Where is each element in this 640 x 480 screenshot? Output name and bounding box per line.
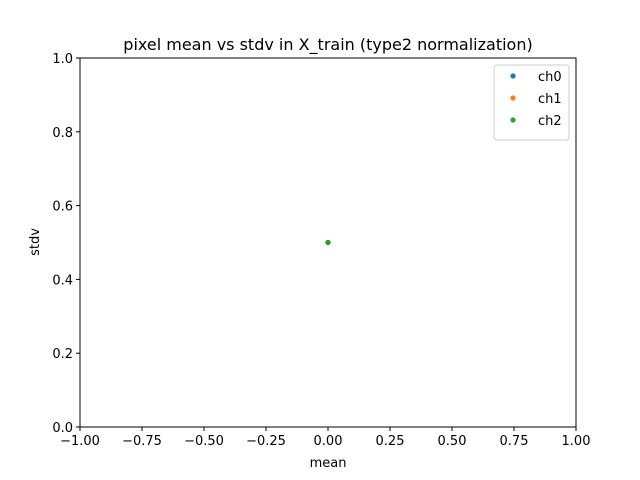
y-axis: 0.0 0.2 0.4 0.6 0.8 1.0 [52,52,80,436]
x-tick-label: −0.75 [122,434,162,449]
x-tick-label: 0.00 [314,434,343,449]
y-tick-label: 0.4 [52,273,73,288]
x-axis-label: mean [310,456,347,471]
x-tick-label: 1.00 [562,434,591,449]
x-tick-label: 0.50 [438,434,467,449]
x-tick-label: −0.25 [246,434,286,449]
x-tick-label: 0.75 [500,434,529,449]
data-point-ch2 [325,239,331,246]
legend-label-ch1: ch1 [538,92,562,107]
x-axis: −1.00 −0.75 −0.50 −0.25 0.00 0.25 0.50 0.75 1.00 [60,427,590,449]
x-tick-label: −1.00 [60,434,100,449]
x-tick-label: 0.25 [376,434,405,449]
legend-marker-ch1 [510,95,516,101]
legend-label-ch2: ch2 [538,114,562,129]
plot-frame [79,57,577,428]
y-tick-label: 0.2 [52,347,73,362]
legend-label-ch0: ch0 [538,70,562,85]
legend-marker-ch2 [510,117,516,123]
x-tick-label: −0.50 [184,434,224,449]
data-points [325,239,331,246]
legend-marker-ch0 [510,73,516,79]
chart-title: pixel mean vs stdv in X_train (type2 nor… [123,35,532,55]
y-axis-label: stdv [28,228,43,256]
y-tick-label: 0.8 [52,126,73,141]
y-tick-label: 1.0 [52,52,73,67]
y-tick-label: 0.6 [52,200,73,215]
legend: ch0 ch1 ch2 [493,64,570,141]
y-tick-label: 0.0 [52,421,73,436]
